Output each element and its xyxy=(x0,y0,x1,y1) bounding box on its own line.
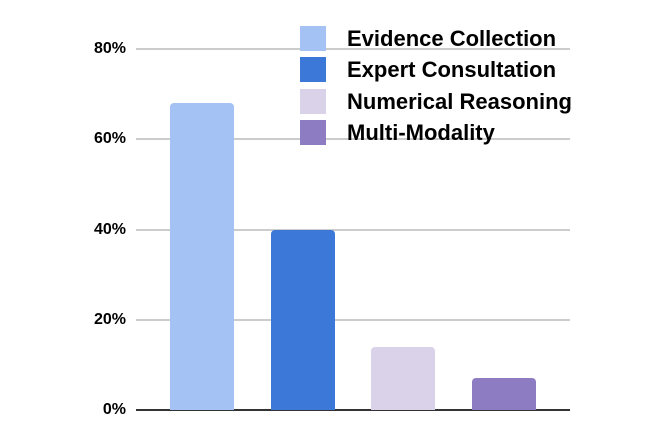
legend-label: Expert Consultation xyxy=(347,57,557,83)
legend-item: Expert Consultation xyxy=(300,57,557,83)
bar-expert-consultation xyxy=(270,229,335,410)
y-axis-tick-label: 80% xyxy=(93,40,126,57)
y-axis-tick-label: 40% xyxy=(93,220,126,238)
legend-item: Numerical Reasoning xyxy=(300,88,572,114)
legend-swatch xyxy=(300,119,326,145)
gridline-60pct xyxy=(136,138,570,141)
bar-multi-modality xyxy=(471,378,536,410)
legend-label: Numerical Reasoning xyxy=(347,88,572,114)
gridline-20pct xyxy=(136,318,570,321)
bar-evidence-collection xyxy=(170,103,234,410)
gridline-40pct xyxy=(136,228,570,231)
legend-swatch xyxy=(300,26,326,51)
y-axis-tick-label: 0% xyxy=(102,401,126,418)
y-axis-tick-label: 60% xyxy=(93,130,126,148)
bar-numerical-reasoning xyxy=(370,346,435,410)
legend-item: Evidence Collection xyxy=(300,26,556,51)
gridline-80pct xyxy=(136,48,570,50)
legend-item: Multi-Modality xyxy=(300,119,495,145)
legend-label: Multi-Modality xyxy=(347,119,495,145)
legend-label: Evidence Collection xyxy=(347,26,557,51)
legend-swatch xyxy=(300,88,326,114)
y-axis-tick-label: 20% xyxy=(93,310,126,328)
legend-swatch xyxy=(300,57,326,83)
x-axis-line xyxy=(136,409,570,411)
